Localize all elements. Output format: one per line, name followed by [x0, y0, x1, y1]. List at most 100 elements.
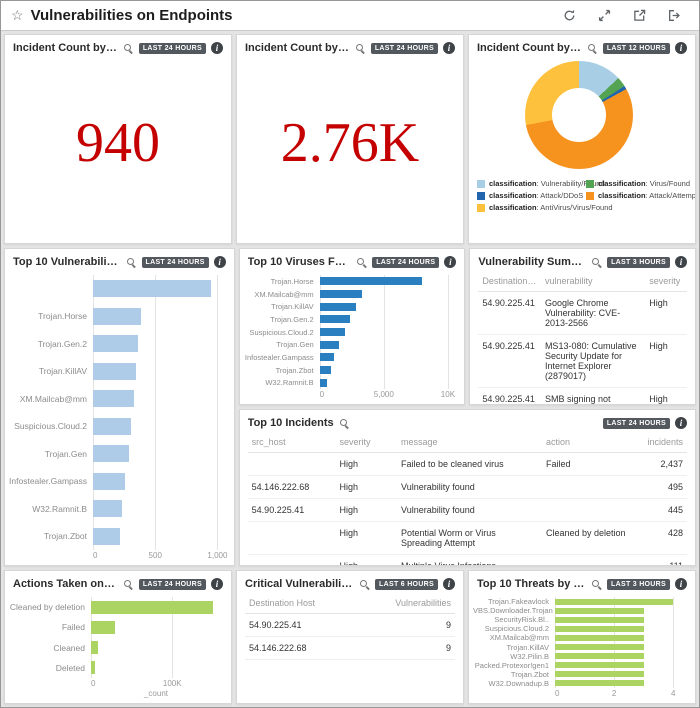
bar[interactable]	[93, 362, 136, 380]
bar[interactable]	[91, 661, 96, 675]
time-range-badge[interactable]: LAST 24 HOURS	[370, 42, 438, 54]
search-icon[interactable]	[587, 43, 598, 54]
time-range-badge[interactable]: LAST 3 HOURS	[607, 256, 671, 268]
time-range-badge[interactable]: LAST 24 HOURS	[138, 578, 206, 590]
export-icon[interactable]	[633, 9, 646, 22]
table-row[interactable]: 54.90.225.41 9	[245, 613, 455, 637]
bar[interactable]	[319, 302, 356, 311]
table-cell	[247, 452, 336, 476]
bar[interactable]	[93, 417, 131, 435]
bar[interactable]	[319, 315, 351, 324]
search-icon[interactable]	[591, 579, 602, 590]
info-icon[interactable]: i	[444, 256, 457, 268]
search-icon[interactable]	[126, 257, 137, 268]
bar[interactable]	[93, 390, 135, 408]
bar[interactable]	[555, 616, 644, 623]
column-header[interactable]: Destination Host	[478, 271, 541, 292]
table-row[interactable]: 54.90.225.41 MS13-080: Cumulative Securit…	[478, 334, 688, 388]
search-icon[interactable]	[123, 43, 134, 54]
bar[interactable]	[555, 671, 644, 678]
favorite-star-icon[interactable]: ☆	[11, 7, 24, 23]
search-icon[interactable]	[123, 579, 134, 590]
bar[interactable]	[91, 600, 213, 614]
column-header[interactable]: action	[542, 432, 635, 453]
table-row[interactable]: 54.146.222.68 High Vulnerability found 495	[247, 475, 687, 499]
search-icon[interactable]	[359, 579, 370, 590]
bar[interactable]	[555, 653, 644, 660]
time-range-badge[interactable]: LAST 24 HOURS	[141, 256, 209, 268]
fullscreen-icon[interactable]	[598, 9, 611, 22]
bar[interactable]	[319, 290, 362, 298]
bar[interactable]	[319, 328, 346, 337]
panel-title: Top 10 Threats by Systems Infe...	[477, 578, 586, 590]
bar[interactable]	[555, 644, 644, 651]
refresh-icon[interactable]	[563, 9, 576, 22]
bar[interactable]	[319, 366, 331, 375]
bar[interactable]	[319, 277, 423, 286]
bar[interactable]	[93, 472, 126, 490]
table-row[interactable]: High Failed to be cleaned virus Failed 2,43…	[247, 452, 687, 476]
column-header[interactable]: Destination Host	[245, 593, 371, 614]
column-header[interactable]: Vulnerabilities	[371, 593, 455, 614]
time-range-badge[interactable]: LAST 12 HOURS	[602, 42, 670, 54]
column-header[interactable]: severity	[645, 271, 688, 292]
legend-item[interactable]: classification: Vulnerability/Found	[477, 179, 605, 188]
table-row[interactable]: 54.146.222.68 9	[245, 636, 455, 660]
bar[interactable]	[93, 527, 120, 545]
info-icon[interactable]: i	[213, 256, 226, 268]
column-header[interactable]: severity	[335, 432, 398, 453]
sign-out-icon[interactable]	[668, 9, 681, 22]
table-row[interactable]: 54.90.225.41 Google Chrome Vulnerability:…	[478, 291, 688, 335]
info-icon[interactable]: i	[211, 578, 223, 590]
bar[interactable]	[93, 335, 139, 353]
bar[interactable]	[555, 662, 644, 669]
bar-row: Trojan.Horse	[244, 275, 455, 288]
search-icon[interactable]	[339, 418, 350, 429]
bar[interactable]	[319, 353, 335, 362]
bar[interactable]	[91, 641, 98, 655]
donut-chart[interactable]	[525, 61, 633, 169]
search-icon[interactable]	[355, 43, 366, 54]
column-header[interactable]: src_host	[247, 432, 336, 453]
time-range-badge[interactable]: LAST 6 HOURS	[375, 578, 438, 590]
bar-label: XM.Mailcab@mm	[254, 289, 314, 299]
bar[interactable]	[319, 340, 339, 349]
bar[interactable]	[91, 620, 116, 634]
bar[interactable]	[93, 307, 141, 325]
info-icon[interactable]: i	[675, 578, 687, 590]
info-icon[interactable]: i	[211, 42, 223, 54]
info-icon[interactable]: i	[443, 42, 455, 54]
time-range-badge[interactable]: LAST 24 HOURS	[138, 42, 206, 54]
column-header[interactable]: incidents	[634, 432, 687, 453]
search-icon[interactable]	[356, 257, 367, 268]
bar[interactable]	[555, 625, 644, 632]
bar[interactable]	[319, 378, 328, 387]
table-row[interactable]: High Potential Worm or Virus Spreading At…	[247, 521, 687, 555]
info-icon[interactable]: i	[443, 578, 455, 590]
time-range-badge[interactable]: LAST 24 HOURS	[372, 256, 440, 268]
info-icon[interactable]: i	[675, 417, 687, 429]
column-header[interactable]: message	[397, 432, 542, 453]
legend-item[interactable]: classification: AntiVirus/Virus/Found	[477, 203, 613, 212]
grid-line	[383, 275, 385, 389]
bar[interactable]	[555, 634, 644, 641]
info-icon[interactable]: i	[675, 256, 688, 268]
info-icon[interactable]: i	[675, 42, 687, 54]
table-row[interactable]: HighMultiple Virus Infections 111	[247, 554, 687, 565]
bar[interactable]	[555, 680, 644, 687]
bar[interactable]	[555, 607, 644, 614]
legend-item[interactable]: classification: Virus/Found	[586, 179, 690, 188]
bar[interactable]	[93, 445, 130, 463]
time-range-badge[interactable]: LAST 24 HOURS	[602, 417, 670, 429]
bar[interactable]	[93, 500, 123, 518]
search-icon[interactable]	[591, 257, 602, 268]
bar-zone	[319, 376, 455, 389]
table-row[interactable]: 54.90.225.41 High Vulnerability found 445	[247, 498, 687, 522]
bar[interactable]	[555, 598, 674, 605]
bar[interactable]	[93, 280, 212, 298]
legend-item[interactable]: classification: Attack/Attempt	[586, 191, 695, 200]
column-header[interactable]: vulnerability	[540, 271, 646, 292]
time-range-badge[interactable]: LAST 3 HOURS	[607, 578, 670, 590]
legend-item[interactable]: classification: Attack/DDoS	[477, 191, 583, 200]
